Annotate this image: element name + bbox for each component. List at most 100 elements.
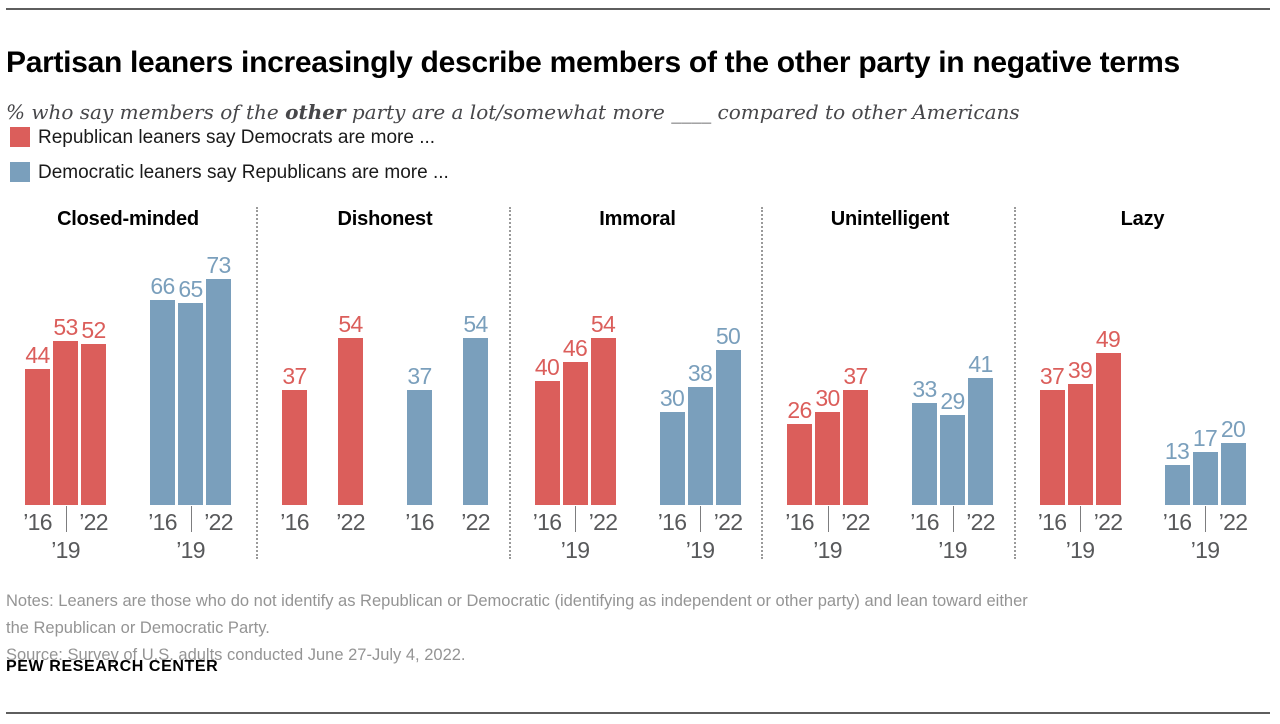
year-label: ’22 — [336, 509, 365, 535]
bar-democratic-’16 — [1164, 465, 1190, 505]
bar-democratic-’19 — [687, 387, 713, 505]
top-rule — [6, 8, 1270, 10]
year-label: ’16 — [1037, 509, 1067, 535]
bar-republican-’22 — [1095, 353, 1121, 505]
axis-tick — [65, 506, 67, 532]
year-label: ’19 — [685, 537, 715, 563]
value-label: 37 — [282, 363, 307, 389]
notes: Notes: Leaners are those who do not iden… — [6, 588, 1272, 669]
value-label: 37 — [843, 363, 868, 389]
bar-democratic-’22 — [1220, 443, 1246, 505]
year-label: ’16 — [1162, 509, 1192, 535]
legend-label-republican: Republican leaners say Democrats are mor… — [38, 127, 436, 148]
year-label: ’22 — [204, 509, 233, 535]
bar-republican-’22 — [81, 344, 106, 505]
value-label: 65 — [178, 276, 203, 302]
chart-subtitle: % who say members of the other party are… — [6, 99, 1274, 125]
year-label: ’16 — [148, 509, 177, 535]
bar-republican-’22 — [590, 338, 616, 505]
legend-label-democratic: Democratic leaners say Republicans are m… — [38, 162, 449, 183]
bar-republican-’19 — [815, 412, 840, 505]
chart-title: Partisan leaners increasingly describe m… — [6, 46, 1180, 80]
year-label: ’19 — [813, 537, 842, 563]
axis-tick — [190, 506, 192, 532]
category-title: Lazy — [1120, 208, 1165, 230]
category-title: Closed-minded — [57, 208, 199, 230]
year-label: ’22 — [461, 509, 490, 535]
bar-republican-’16 — [25, 369, 50, 505]
year-label: ’19 — [1190, 537, 1220, 563]
value-label: 53 — [53, 314, 78, 340]
bar-republican-’19 — [1067, 384, 1093, 505]
bar-republican-’16 — [534, 381, 560, 505]
pew-wordmark: PEW RESEARCH CENTER — [6, 658, 219, 675]
subtitle-pre: % who say members of the — [6, 100, 286, 124]
value-label: 30 — [659, 385, 685, 411]
value-label: 38 — [687, 360, 713, 386]
value-label: 13 — [1164, 438, 1190, 464]
value-label: 33 — [912, 376, 937, 402]
section-divider — [1013, 207, 1016, 559]
year-label: ’16 — [910, 509, 939, 535]
value-label: 46 — [562, 335, 588, 361]
bar-democratic-’22 — [206, 279, 231, 505]
axis-tick — [952, 506, 954, 532]
category-section: Immoral 40 46 54’16’22’19 30 38 50’16’22’19 — [508, 205, 763, 563]
axis-tick — [700, 506, 701, 532]
category-section: Lazy 37 39 49’16’22’19 13 17 20’16’22’19 — [1013, 205, 1280, 563]
value-label: 73 — [206, 252, 231, 278]
value-label: 41 — [968, 351, 993, 377]
grouped-bar-chart: Closed-minded 44 53 52’16’22’19 66 65 73’16’22… — [0, 205, 1280, 563]
bar-republican-’16 — [787, 424, 812, 505]
section-divider — [508, 207, 511, 559]
bar-democratic-’16 — [659, 412, 685, 505]
year-label: ’22 — [1093, 509, 1123, 535]
section-divider — [256, 207, 258, 559]
bar-republican-’19 — [562, 362, 588, 505]
year-label: ’16 — [23, 509, 52, 535]
value-label: 26 — [787, 397, 812, 423]
category-title: Immoral — [599, 208, 676, 230]
bar-republican-’19 — [53, 341, 78, 505]
bar-republican-’16 — [1039, 390, 1065, 505]
year-label: ’16 — [657, 509, 687, 535]
notes-line-1: Notes: Leaners are those who do not iden… — [6, 591, 1028, 610]
axis-tick — [575, 506, 576, 532]
value-label: 54 — [590, 311, 616, 337]
year-label: ’16 — [785, 509, 814, 535]
value-label: 37 — [407, 363, 432, 389]
year-label: ’22 — [713, 509, 743, 535]
subtitle-post: party are a lot/somewhat more ____ compa… — [345, 100, 1020, 124]
year-label: ’22 — [966, 509, 995, 535]
category-title: Unintelligent — [830, 208, 950, 230]
year-label: ’19 — [938, 537, 967, 563]
axis-tick — [1205, 506, 1206, 532]
year-label: ’16 — [405, 509, 434, 535]
section-divider — [761, 207, 763, 559]
year-label: ’19 — [51, 537, 80, 563]
year-label: ’22 — [588, 509, 618, 535]
axis-tick — [1080, 506, 1081, 532]
value-label: 52 — [81, 317, 106, 343]
bar-democratic-’16 — [912, 403, 937, 505]
bar-democratic-’19 — [940, 415, 965, 505]
year-label: ’16 — [532, 509, 562, 535]
value-label: 40 — [534, 354, 560, 380]
value-label: 39 — [1067, 357, 1093, 383]
notes-line-2: the Republican or Democratic Party. — [6, 618, 270, 637]
value-label: 44 — [25, 342, 50, 368]
axis-tick — [827, 506, 829, 532]
legend-swatch-republican-icon — [10, 127, 30, 147]
year-label: ’16 — [280, 509, 309, 535]
value-label: 66 — [150, 273, 175, 299]
value-label: 37 — [1039, 363, 1065, 389]
value-label: 49 — [1095, 326, 1121, 352]
category-section: Unintelligent 26 30 37’16’22’19 33 29 41’16’22… — [761, 205, 1015, 563]
category-title: Dishonest — [337, 208, 433, 230]
bar-democratic-’19 — [1192, 452, 1218, 505]
value-label: 54 — [338, 311, 363, 337]
bar-democratic-’19 — [178, 303, 203, 505]
value-label: 30 — [815, 385, 840, 411]
year-label: ’19 — [1065, 537, 1095, 563]
value-label: 54 — [463, 311, 488, 337]
